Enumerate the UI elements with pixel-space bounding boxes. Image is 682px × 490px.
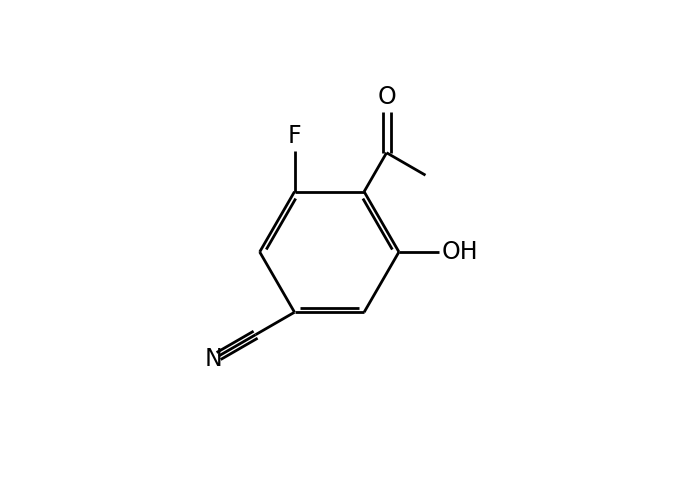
Text: OH: OH	[442, 240, 478, 264]
Text: N: N	[205, 347, 223, 371]
Text: O: O	[377, 85, 396, 109]
Text: F: F	[288, 124, 301, 148]
